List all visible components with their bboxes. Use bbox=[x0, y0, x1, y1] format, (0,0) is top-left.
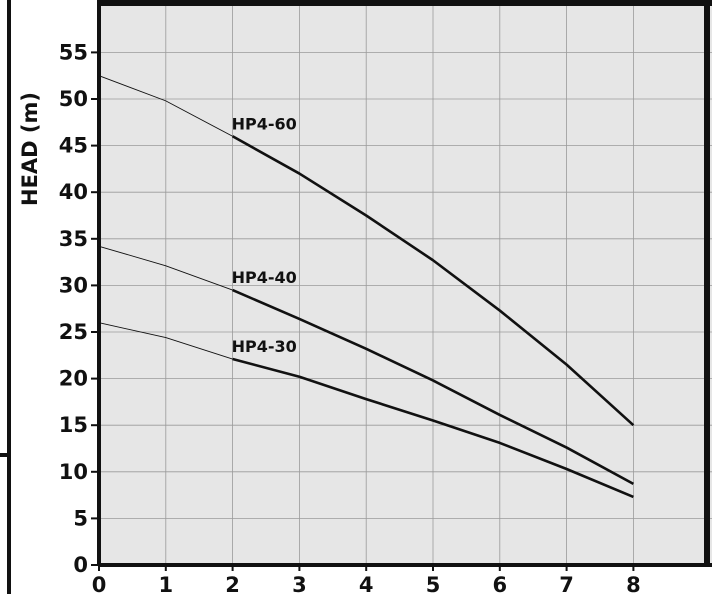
x-tick-label: 4 bbox=[359, 573, 374, 594]
series-label: HP4-30 bbox=[232, 337, 297, 356]
series-line bbox=[232, 357, 634, 499]
series-line bbox=[232, 288, 635, 486]
y-tick-label: 15 bbox=[59, 413, 88, 437]
series-line bbox=[231, 135, 635, 427]
series-line-thin bbox=[98, 75, 233, 137]
x-tick-label: 0 bbox=[92, 573, 107, 594]
y-tick-label: 55 bbox=[59, 40, 88, 64]
y-tick-label: 20 bbox=[59, 367, 88, 391]
y-tick-label: 30 bbox=[59, 273, 88, 297]
series-label: HP4-60 bbox=[232, 114, 297, 133]
x-tick-label: 8 bbox=[626, 573, 641, 594]
series-line-thin bbox=[98, 322, 233, 360]
series-lines bbox=[98, 75, 635, 499]
plot-background bbox=[99, 0, 712, 565]
y-tick-label: 0 bbox=[73, 553, 88, 577]
series-line-thin bbox=[98, 245, 233, 291]
x-tick-label: 3 bbox=[292, 573, 307, 594]
x-tick-label: 7 bbox=[559, 573, 574, 594]
x-tick-label: 5 bbox=[426, 573, 441, 594]
x-tick-label: 2 bbox=[225, 573, 240, 594]
grid-lines bbox=[99, 0, 712, 565]
y-tick-label: 40 bbox=[59, 180, 88, 204]
y-tick-label: 10 bbox=[59, 460, 88, 484]
y-tick-label: 50 bbox=[59, 87, 88, 111]
y-tick-label: 5 bbox=[73, 506, 88, 530]
series-labels: HP4-60 HP4-40 HP4-30 bbox=[232, 114, 297, 356]
x-tick-label: 1 bbox=[158, 573, 173, 594]
series-label: HP4-40 bbox=[232, 268, 297, 287]
x-tick-label: 6 bbox=[492, 573, 507, 594]
y-tick-label: 35 bbox=[59, 227, 88, 251]
y-tick-label: 25 bbox=[59, 320, 88, 344]
y-tick-label: 45 bbox=[59, 134, 88, 158]
y-axis-label: HEAD (m) bbox=[18, 92, 42, 206]
